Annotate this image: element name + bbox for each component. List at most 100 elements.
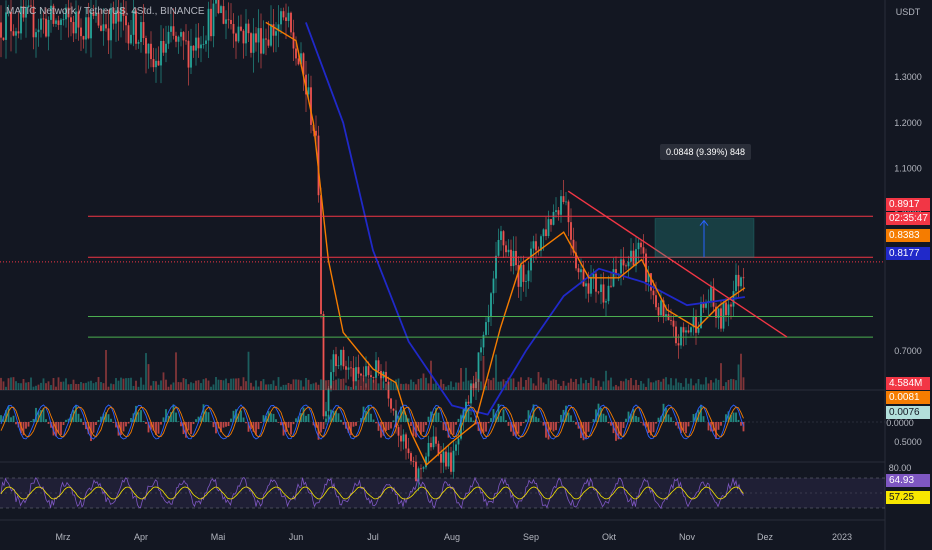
macd-histogram-bar-94 (235, 409, 237, 422)
candle-30 (75, 11, 77, 34)
candle-99 (247, 23, 250, 34)
candle-90 (225, 19, 227, 24)
candle-15 (37, 29, 40, 33)
volume-bar-269 (672, 385, 675, 390)
candle-41 (102, 24, 105, 31)
volume-bar-39 (97, 377, 100, 390)
volume-bar-22 (55, 386, 57, 390)
rsi-badge: 64.93 (886, 474, 930, 487)
macd-histogram-bar-163 (407, 418, 410, 422)
volume-bar-98 (245, 381, 247, 390)
candle-294 (735, 274, 737, 292)
x-tick-label: Apr (134, 532, 148, 542)
candle-135 (337, 365, 340, 367)
candle-143 (357, 367, 360, 374)
candle-36 (90, 11, 92, 39)
macd-histogram-bar-116 (290, 422, 292, 435)
macd-histogram-bar-59 (147, 422, 150, 433)
ma-orange-line (265, 21, 746, 466)
candle-236 (590, 276, 592, 294)
macd-histogram-bar-289 (722, 420, 725, 422)
volume-bar-101 (252, 386, 255, 390)
x-tick-label: Dez (757, 532, 774, 542)
x-tick-label: Nov (679, 532, 696, 542)
candle-115 (287, 12, 290, 21)
volume-bar-54 (135, 380, 137, 390)
volume-bar-13 (32, 386, 35, 390)
candle-227 (567, 201, 570, 223)
volume-bar-94 (235, 378, 237, 390)
candle-198 (495, 255, 497, 279)
volume-bar-257 (642, 383, 645, 390)
candle-256 (640, 242, 642, 248)
macd-histogram-bar-158 (395, 410, 397, 422)
candle-5 (12, 31, 15, 36)
volume-bar-154 (385, 383, 387, 390)
volume-bar-155 (387, 384, 390, 390)
candle-19 (47, 19, 50, 37)
macd-histogram-bar-44 (110, 418, 112, 422)
volume-bar-233 (582, 383, 585, 390)
candle-243 (607, 285, 610, 302)
candle-79 (197, 37, 200, 49)
macd-histogram-bar-97 (242, 417, 245, 422)
macd-histogram-bar-2 (5, 410, 7, 422)
volume-bar-255 (637, 384, 640, 390)
macd-histogram-bar-184 (460, 415, 462, 422)
candle-16 (40, 18, 42, 30)
candle-239 (597, 291, 600, 293)
macd-histogram-bar-242 (605, 415, 607, 422)
macd-histogram-bar-276 (690, 421, 692, 422)
volume-bar-152 (380, 378, 382, 390)
macd-histogram-bar-60 (150, 422, 152, 430)
candle-271 (677, 343, 680, 346)
macd-histogram-bar-251 (627, 411, 630, 422)
macd-histogram-bar-134 (335, 410, 337, 422)
candle-129 (322, 313, 325, 417)
macd-histogram-bar-288 (720, 422, 722, 426)
chart-title: MATIC Network / TetherUS, 4Std., BINANCE (6, 6, 205, 17)
volume-bar-103 (257, 386, 260, 390)
candle-193 (482, 334, 485, 348)
macd-histogram-bar-70 (175, 412, 177, 422)
y-tick-label: 1.2000 (894, 118, 922, 128)
volume-bars (0, 349, 745, 390)
volume-bar-181 (452, 386, 455, 390)
volume-bar-221 (552, 379, 555, 390)
macd-histogram-bar-263 (657, 417, 660, 422)
macd-histogram-bar-153 (382, 422, 385, 436)
macd-histogram-bar-269 (672, 421, 675, 422)
macd-histogram-bar-16 (40, 410, 42, 422)
volume-bar-248 (620, 380, 622, 390)
macd-histogram-bar-84 (210, 421, 212, 422)
macd-histogram-bar-139 (347, 422, 350, 433)
volume-bar-125 (312, 383, 315, 390)
volume-bar-274 (685, 378, 687, 390)
volume-bar-105 (262, 379, 265, 390)
candle-262 (655, 295, 657, 308)
macd-histogram-bar-98 (245, 422, 247, 424)
candle-188 (470, 383, 472, 404)
candle-130 (325, 411, 327, 417)
macd-histogram-bar-108 (270, 413, 272, 422)
candle-208 (520, 264, 522, 287)
candle-161 (402, 434, 405, 442)
volume-bar-106 (265, 384, 267, 390)
macd-histogram-bar-141 (352, 422, 355, 427)
volume-bar-266 (665, 377, 667, 390)
volume-bar-166 (415, 384, 417, 390)
x-tick-label: Aug (444, 532, 460, 542)
candle-205 (512, 250, 515, 267)
volume-bar-90 (225, 378, 227, 390)
volume-bar-297 (742, 377, 745, 390)
macd-histogram-bar-88 (220, 422, 222, 433)
macd-histogram-bar-257 (642, 422, 645, 426)
candle-74 (185, 40, 187, 42)
macd-histogram-bar-115 (287, 422, 290, 428)
macd-histogram-bar-18 (45, 419, 47, 422)
volume-bar-61 (152, 381, 155, 390)
candle-174 (435, 436, 437, 444)
candle-177 (442, 451, 445, 463)
candle-201 (502, 231, 505, 246)
